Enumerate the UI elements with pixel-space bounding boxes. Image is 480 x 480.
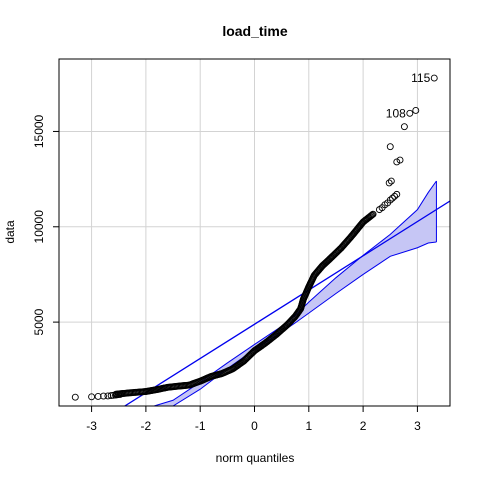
data-point (109, 391, 117, 399)
data-point (387, 177, 395, 185)
point-labels: 115 108 (386, 71, 431, 120)
data-point (71, 393, 79, 401)
data-point (104, 392, 112, 400)
data-point (386, 196, 394, 204)
x-tick-label: 3 (414, 419, 421, 433)
x-tick-label: 1 (305, 419, 312, 433)
y-axis-ticks: 5000 10000 15000 (32, 114, 59, 335)
data-point (391, 192, 399, 200)
y-tick-label: 10000 (32, 210, 46, 244)
reference-line-group (123, 200, 450, 406)
data-point (393, 190, 401, 198)
data-point (368, 211, 376, 219)
x-tick-label: 2 (360, 419, 367, 433)
chart-title: load_time (222, 23, 288, 39)
x-tick-label: 0 (251, 419, 258, 433)
envelope-upper-line (153, 180, 437, 406)
reference-line (123, 200, 450, 406)
x-tick-label: -3 (86, 419, 97, 433)
x-tick-label: -1 (195, 419, 206, 433)
point-label: 108 (386, 106, 406, 120)
data-point (406, 109, 414, 117)
data-point (400, 123, 408, 131)
data-point (385, 179, 393, 187)
data-point (100, 392, 107, 400)
data-points (71, 74, 438, 401)
data-point (88, 393, 96, 401)
y-axis-label: data (3, 220, 17, 244)
data-point (412, 107, 420, 114)
confidence-envelope (153, 180, 437, 406)
data-point (430, 74, 438, 82)
data-point (396, 156, 404, 164)
data-point (369, 210, 377, 218)
point-label: 115 (411, 71, 430, 85)
x-tick-label: -2 (141, 419, 152, 433)
data-point (94, 393, 102, 400)
data-point (367, 212, 375, 220)
data-point (386, 143, 394, 151)
y-tick-label: 5000 (32, 308, 46, 335)
x-axis-ticks: -3 -2 -1 0 1 2 3 (86, 406, 421, 433)
grid (59, 59, 450, 406)
envelope-fill (154, 181, 437, 406)
y-tick-label: 15000 (32, 114, 46, 148)
data-point (388, 194, 396, 202)
x-axis-label: norm quantiles (216, 451, 295, 465)
envelope-lower-line (154, 241, 437, 406)
data-point (116, 390, 124, 398)
